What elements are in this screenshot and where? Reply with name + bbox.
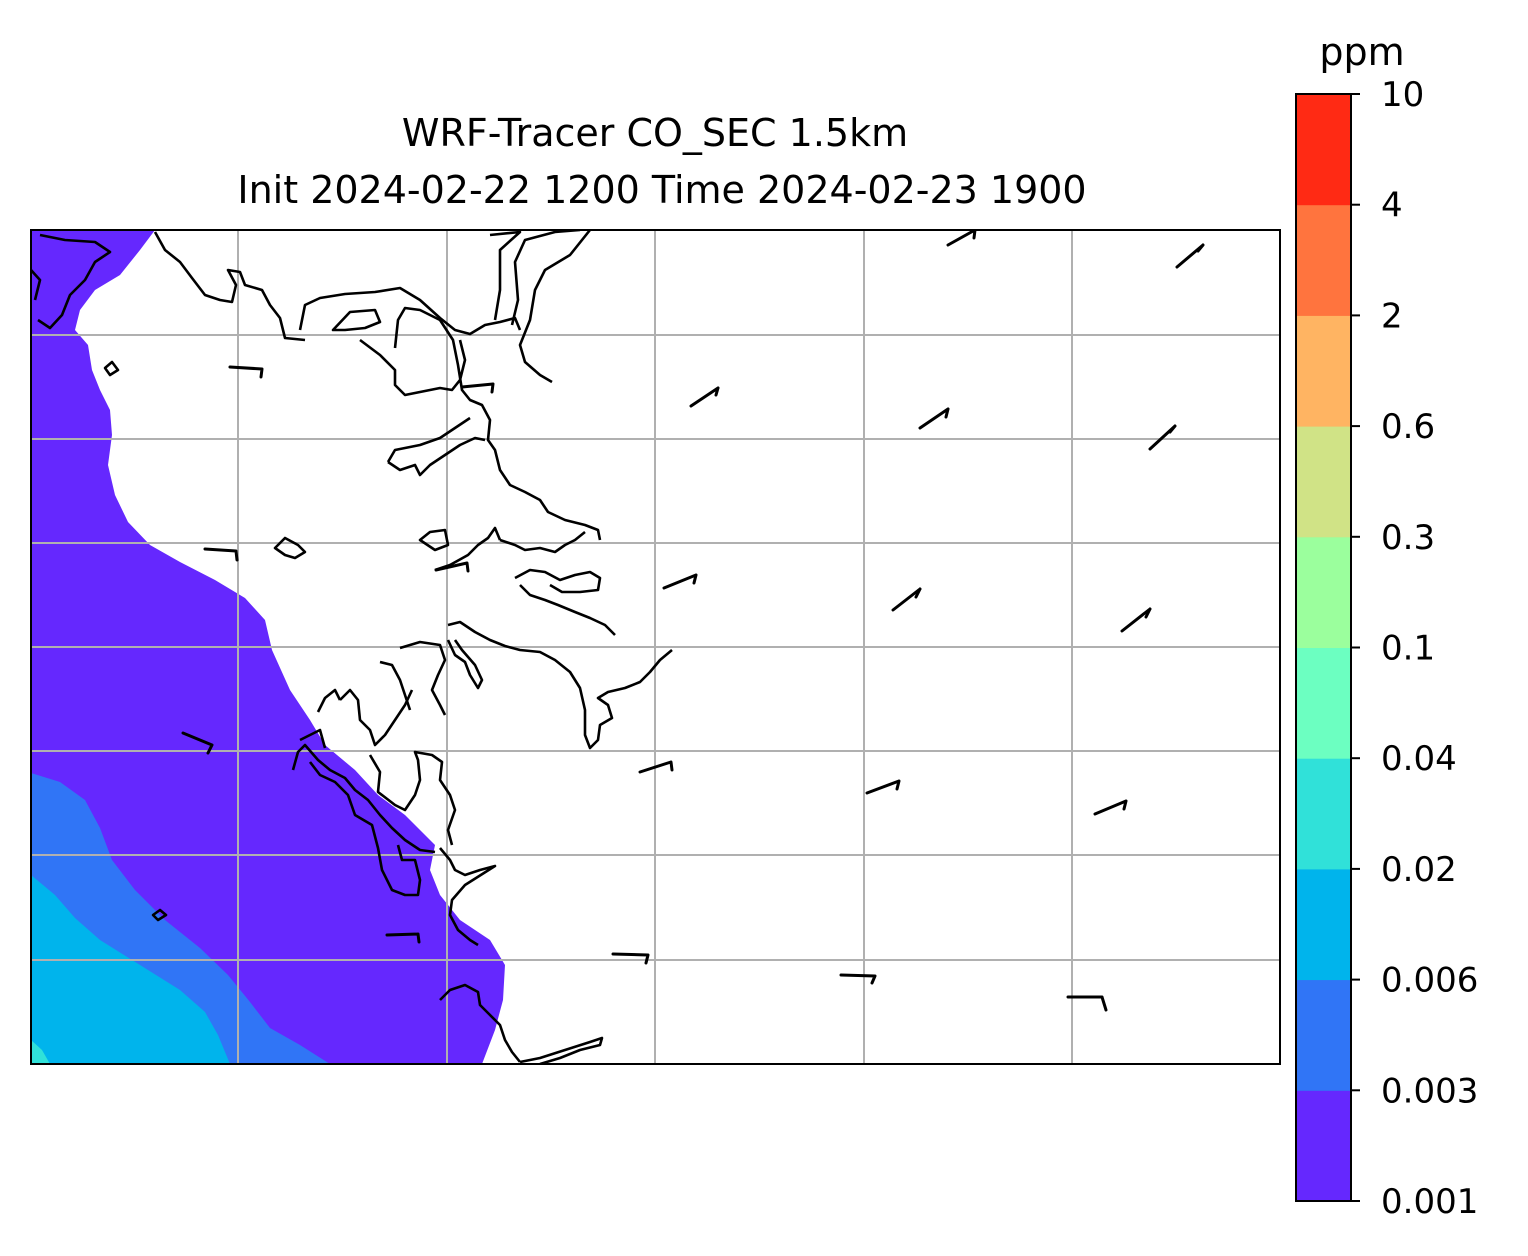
colorbar-tick-label: 2	[1381, 296, 1403, 336]
wind-barb	[385, 932, 421, 944]
colorbar-band	[1296, 868, 1351, 981]
wind-barb	[891, 587, 922, 612]
colorbar-band	[1296, 315, 1351, 427]
colorbar-band	[1296, 979, 1351, 1091]
wind-barb	[611, 952, 650, 965]
colorbar-tick-label: 0.003	[1381, 1071, 1478, 1111]
colorbar-tick-label: 4	[1381, 186, 1403, 226]
colorbar: ppm 0.001 0.003 0.006 0.02 0.04 0.1 0.3 0.6 2 4 10	[1295, 30, 1478, 1222]
colorbar-tick-label: 0.3	[1381, 518, 1435, 558]
wind-barb	[1066, 995, 1108, 1012]
wind-barb	[1093, 799, 1128, 816]
colorbar-band	[1296, 758, 1351, 870]
wind-barbs	[181, 230, 1205, 1012]
wind-barb	[865, 779, 901, 795]
colorbar-bands	[1296, 94, 1351, 1202]
colorbar-tick-labels: 0.001 0.003 0.006 0.02 0.04 0.1 0.3 0.6 2 4 10	[1381, 75, 1478, 1222]
coastlines	[31, 230, 673, 1064]
colorbar-tick-label: 0.001	[1381, 1182, 1478, 1222]
colorbar-band	[1296, 1090, 1351, 1202]
wind-barb	[434, 561, 470, 573]
wind-barb	[460, 382, 495, 394]
wind-barb	[638, 760, 674, 774]
concentration-fill-0006	[31, 875, 230, 1064]
wind-barb	[1175, 243, 1205, 269]
map-gridlines	[31, 230, 1280, 1064]
concentration-fill-002	[31, 1040, 50, 1064]
colorbar-frame	[1295, 93, 1352, 1202]
wind-barb	[1120, 607, 1152, 633]
wind-barb	[1148, 424, 1177, 451]
colorbar-tick-label: 0.04	[1381, 739, 1457, 779]
wind-barb	[918, 407, 950, 430]
wind-barb	[203, 547, 239, 562]
wind-barb	[839, 973, 877, 985]
colorbar-tick-label: 0.02	[1381, 850, 1457, 890]
map-frame	[30, 229, 1281, 1065]
map-title-line1: WRF-Tracer CO_SEC 1.5km	[402, 111, 908, 155]
colorbar-ticks	[1351, 93, 1360, 1202]
colorbar-tick-label: 10	[1381, 75, 1424, 115]
wind-barb	[946, 230, 977, 247]
map-title-line2: Init 2024-02-22 1200 Time 2024-02-23 190…	[237, 168, 1086, 212]
map-panel	[30, 229, 1281, 1065]
colorbar-tick-label: 0.006	[1381, 961, 1478, 1001]
colorbar-tick-label: 0.1	[1381, 629, 1435, 669]
colorbar-band	[1296, 94, 1351, 206]
wind-barb	[181, 731, 214, 755]
colorbar-unit-label: ppm	[1319, 30, 1404, 74]
colorbar-band	[1296, 426, 1351, 538]
wind-barb	[228, 365, 264, 379]
colorbar-band	[1296, 536, 1351, 648]
colorbar-tick-label: 0.6	[1381, 407, 1435, 447]
wind-barb	[662, 573, 698, 590]
wind-barb	[689, 386, 720, 408]
colorbar-band	[1296, 204, 1351, 316]
colorbar-band	[1296, 647, 1351, 759]
